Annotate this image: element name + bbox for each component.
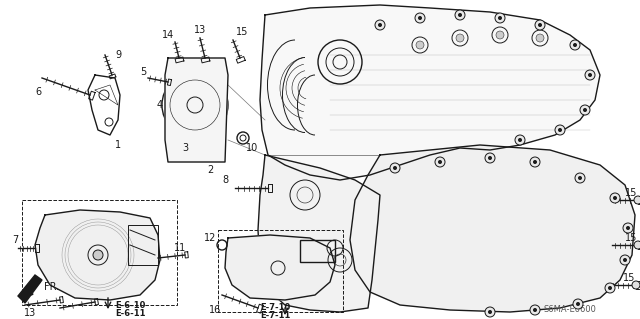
- Circle shape: [613, 196, 617, 200]
- Circle shape: [418, 16, 422, 20]
- Text: E-6-11: E-6-11: [115, 308, 145, 317]
- Text: 2: 2: [207, 165, 213, 175]
- Circle shape: [378, 23, 382, 27]
- Circle shape: [488, 156, 492, 160]
- Polygon shape: [165, 58, 228, 162]
- Circle shape: [575, 173, 585, 183]
- Circle shape: [533, 308, 537, 312]
- Text: 15: 15: [236, 27, 248, 37]
- Circle shape: [573, 43, 577, 47]
- Circle shape: [438, 160, 442, 164]
- Text: S6MA-E0600: S6MA-E0600: [543, 306, 596, 315]
- Circle shape: [93, 250, 103, 260]
- Bar: [22, 200, 177, 305]
- Text: 9: 9: [115, 50, 121, 60]
- Circle shape: [390, 163, 400, 173]
- Polygon shape: [225, 235, 335, 300]
- Circle shape: [620, 255, 630, 265]
- Circle shape: [535, 20, 545, 30]
- Circle shape: [515, 135, 525, 145]
- Polygon shape: [350, 145, 635, 312]
- Text: 6: 6: [35, 87, 41, 97]
- Bar: [128, 225, 158, 265]
- Circle shape: [538, 23, 542, 27]
- Circle shape: [558, 128, 562, 132]
- Circle shape: [610, 193, 620, 203]
- Polygon shape: [35, 210, 160, 300]
- Text: 7: 7: [12, 235, 18, 245]
- Text: E-6-10: E-6-10: [115, 300, 145, 309]
- Text: 5: 5: [140, 67, 146, 77]
- Polygon shape: [260, 5, 600, 180]
- Text: E-7-11: E-7-11: [260, 310, 290, 319]
- Circle shape: [393, 166, 397, 170]
- Circle shape: [570, 40, 580, 50]
- Circle shape: [583, 108, 587, 112]
- Circle shape: [536, 34, 544, 42]
- Circle shape: [455, 10, 465, 20]
- Text: 3: 3: [182, 143, 188, 153]
- Text: 1: 1: [115, 140, 121, 150]
- Circle shape: [585, 70, 595, 80]
- Text: 4: 4: [157, 100, 163, 110]
- Circle shape: [485, 307, 495, 317]
- Circle shape: [375, 20, 385, 30]
- Circle shape: [608, 286, 612, 290]
- Circle shape: [530, 157, 540, 167]
- Text: E-7-10: E-7-10: [260, 303, 290, 313]
- Circle shape: [415, 13, 425, 23]
- Circle shape: [632, 281, 640, 289]
- Circle shape: [580, 105, 590, 115]
- Circle shape: [626, 226, 630, 230]
- Text: 15: 15: [625, 233, 637, 243]
- Circle shape: [555, 125, 565, 135]
- Circle shape: [435, 157, 445, 167]
- Text: FR.: FR.: [44, 282, 60, 292]
- Text: 13: 13: [194, 25, 206, 35]
- Text: 10: 10: [246, 143, 258, 153]
- Text: 8: 8: [222, 175, 228, 185]
- Text: 12: 12: [204, 233, 216, 243]
- Circle shape: [576, 302, 580, 306]
- Bar: [300, 240, 335, 262]
- Text: 16: 16: [209, 305, 221, 315]
- Circle shape: [623, 223, 633, 233]
- Circle shape: [495, 13, 505, 23]
- Circle shape: [533, 160, 537, 164]
- Circle shape: [634, 241, 640, 249]
- Circle shape: [485, 153, 495, 163]
- Circle shape: [578, 176, 582, 180]
- Text: 14: 14: [162, 30, 174, 40]
- Text: 13: 13: [24, 308, 36, 318]
- Circle shape: [488, 310, 492, 314]
- Text: 15: 15: [625, 188, 637, 198]
- Circle shape: [573, 299, 583, 309]
- Polygon shape: [18, 275, 42, 303]
- Text: 15: 15: [623, 273, 635, 283]
- Circle shape: [634, 196, 640, 204]
- Circle shape: [518, 138, 522, 142]
- Bar: [218, 230, 343, 312]
- Circle shape: [605, 283, 615, 293]
- Polygon shape: [258, 155, 380, 312]
- Circle shape: [530, 305, 540, 315]
- Text: 11: 11: [174, 243, 186, 253]
- Circle shape: [416, 41, 424, 49]
- Circle shape: [496, 31, 504, 39]
- Circle shape: [498, 16, 502, 20]
- Circle shape: [588, 73, 592, 77]
- Circle shape: [456, 34, 464, 42]
- Circle shape: [458, 13, 462, 17]
- Circle shape: [623, 258, 627, 262]
